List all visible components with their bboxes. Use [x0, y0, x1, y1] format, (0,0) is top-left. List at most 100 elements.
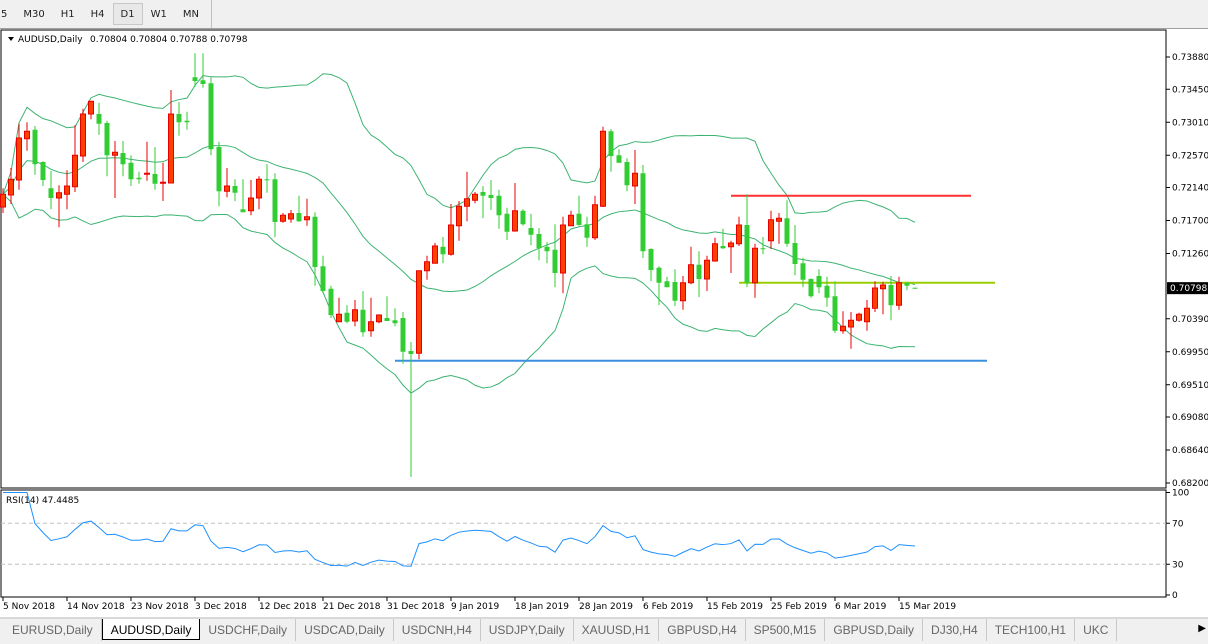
candle: [112, 141, 118, 198]
candle: [512, 183, 518, 232]
candle: [672, 269, 678, 306]
candle-body: [744, 225, 750, 283]
candle: [504, 207, 510, 240]
candle: [368, 297, 374, 337]
candle-body: [544, 246, 550, 252]
chart-tab[interactable]: GBPUSD,Daily: [825, 619, 924, 641]
price-tick-label: 0.73450: [1172, 85, 1208, 95]
candle: [256, 176, 262, 210]
candle: [848, 312, 854, 349]
rsi-axis-label: 100: [1172, 489, 1189, 499]
chart-tab[interactable]: USDCAD,Daily: [296, 619, 394, 641]
horizontal-lines[interactable]: [395, 194, 995, 362]
date-label: 12 Dec 2018: [259, 602, 317, 612]
candle: [320, 255, 326, 294]
candle: [896, 276, 902, 310]
chart-tab[interactable]: AUDUSD,Daily: [101, 619, 201, 640]
chart-tab[interactable]: GBPUSD,H4: [659, 619, 746, 641]
candle-body: [552, 249, 558, 273]
candle: [600, 126, 606, 207]
candle: [696, 251, 702, 297]
candle-body: [472, 193, 478, 201]
timeframe-toolbar: 5 M30 H1 H4 D1 W1 MN: [0, 0, 1208, 29]
candle: [744, 194, 750, 288]
candle: [240, 179, 246, 213]
candle-body: [752, 247, 758, 284]
chart-tab[interactable]: UKC: [1075, 619, 1118, 641]
candle: [392, 308, 398, 327]
chart-tab[interactable]: DJ30,H4: [923, 619, 987, 641]
price-chart[interactable]: 0.73880 0.73450 0.73010 0.72570 0.72140 0.717…: [0, 29, 1208, 617]
timeframe-m30[interactable]: M30: [23, 9, 45, 20]
candle: [424, 255, 430, 280]
chart-tab[interactable]: USDJPY,Daily: [481, 619, 574, 641]
candle: [72, 125, 78, 192]
candle-body: [8, 178, 14, 196]
timeframe-d1[interactable]: D1: [112, 3, 143, 25]
candle: [272, 173, 278, 237]
candle: [232, 179, 238, 201]
candle: [384, 296, 390, 321]
candle: [720, 228, 726, 249]
rsi-indicator: 100 70 30 0: [1, 489, 1189, 601]
candle: [440, 237, 446, 264]
candle-body: [24, 130, 30, 140]
candle-body: [144, 172, 150, 175]
candle: [784, 200, 790, 247]
date-label: 15 Mar 2019: [899, 602, 956, 612]
date-label: 14 Nov 2018: [67, 602, 125, 612]
candle: [120, 141, 126, 177]
rsi-line: [3, 492, 916, 567]
chart-tab[interactable]: USDCNH,H4: [394, 619, 481, 641]
candle-body: [664, 281, 670, 288]
candle-body: [648, 249, 654, 270]
candle: [288, 210, 294, 223]
candle: [160, 162, 166, 201]
candle-body: [240, 209, 246, 213]
candle: [48, 171, 54, 210]
price-tick-label: 0.72140: [1172, 184, 1208, 194]
candle: [280, 213, 286, 223]
candle-body: [176, 114, 182, 123]
timeframe-w1[interactable]: W1: [150, 9, 167, 20]
candle-body: [72, 154, 78, 188]
candle-body: [40, 162, 46, 180]
candle: [568, 210, 574, 227]
candle-body: [296, 213, 302, 222]
chart-tab[interactable]: EURUSD,Daily: [4, 619, 102, 641]
candle-body: [536, 234, 542, 249]
candle-body: [288, 213, 294, 220]
timeframe-h4[interactable]: H4: [90, 9, 105, 20]
chart-tab[interactable]: SP500,M15: [746, 619, 826, 641]
candle-body: [792, 243, 798, 264]
candle-body: [104, 123, 110, 156]
chart-tab[interactable]: USDCHF,Daily: [200, 619, 297, 641]
date-label: 6 Feb 2019: [643, 602, 694, 612]
price-tick-label: 0.71260: [1172, 250, 1208, 260]
chart-tab[interactable]: XAUUSD,H1: [574, 619, 660, 641]
tab-scroll-right-icon[interactable]: ▶: [1198, 623, 1206, 634]
candle: [80, 108, 86, 162]
candle-body: [608, 131, 614, 156]
candle-body: [616, 155, 622, 163]
candle: [16, 123, 22, 190]
chart-tab[interactable]: TECH100,H1: [987, 619, 1076, 641]
collapse-triangle-icon[interactable]: [8, 37, 14, 41]
time-axis: 5 Nov 2018 14 Nov 2018 23 Nov 2018 3 Dec 20…: [2, 597, 956, 612]
rsi-label: RSI(14) 47.4485: [6, 496, 79, 506]
candle-body: [56, 192, 62, 199]
candle: [104, 120, 110, 177]
candle-body: [832, 296, 838, 331]
timeframe-m15[interactable]: 5: [1, 9, 8, 20]
candle: [552, 224, 558, 288]
timeframe-mn[interactable]: MN: [182, 9, 199, 20]
candle: [56, 185, 62, 228]
candle-body: [592, 204, 598, 239]
candle: [736, 216, 742, 246]
candle-body: [88, 100, 94, 115]
candle-body: [16, 137, 22, 181]
candle-body: [576, 213, 582, 225]
timeframe-h1[interactable]: H1: [60, 9, 75, 20]
date-label: 15 Feb 2019: [707, 602, 763, 612]
candle-body: [848, 319, 854, 328]
